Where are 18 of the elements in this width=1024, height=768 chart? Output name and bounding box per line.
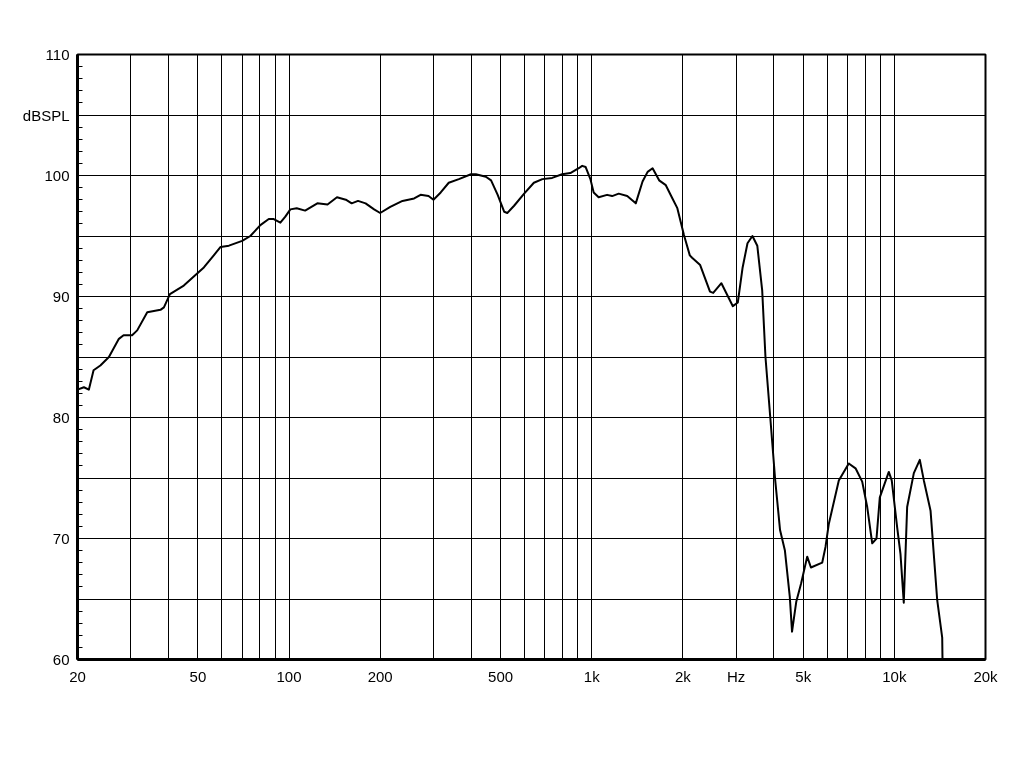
- y-tick-label: 90: [52, 288, 70, 305]
- x-tick-label: 1k: [583, 667, 601, 685]
- x-tick-label: 50: [189, 667, 207, 685]
- x-tick-label: Hz: [726, 667, 746, 685]
- y-tick-label: 70: [52, 530, 70, 547]
- y-tick-label: 100: [44, 167, 70, 184]
- y-tick-label: 80: [52, 409, 70, 426]
- x-tick-label: 20k: [973, 667, 999, 685]
- y-tick-label: 60: [52, 651, 70, 668]
- x-tick-label: 2k: [674, 667, 692, 685]
- x-tick-label: 5k: [795, 667, 812, 685]
- x-tick-label: 500: [488, 667, 514, 685]
- y-tick-label: 110: [45, 46, 70, 63]
- x-tick-label: 10k: [882, 667, 907, 685]
- x-tick-label: 20: [69, 667, 86, 685]
- y-tick-label: dBSPL: [22, 106, 70, 124]
- x-tick-label: 200: [367, 667, 393, 685]
- x-tick-label: 100: [276, 667, 302, 685]
